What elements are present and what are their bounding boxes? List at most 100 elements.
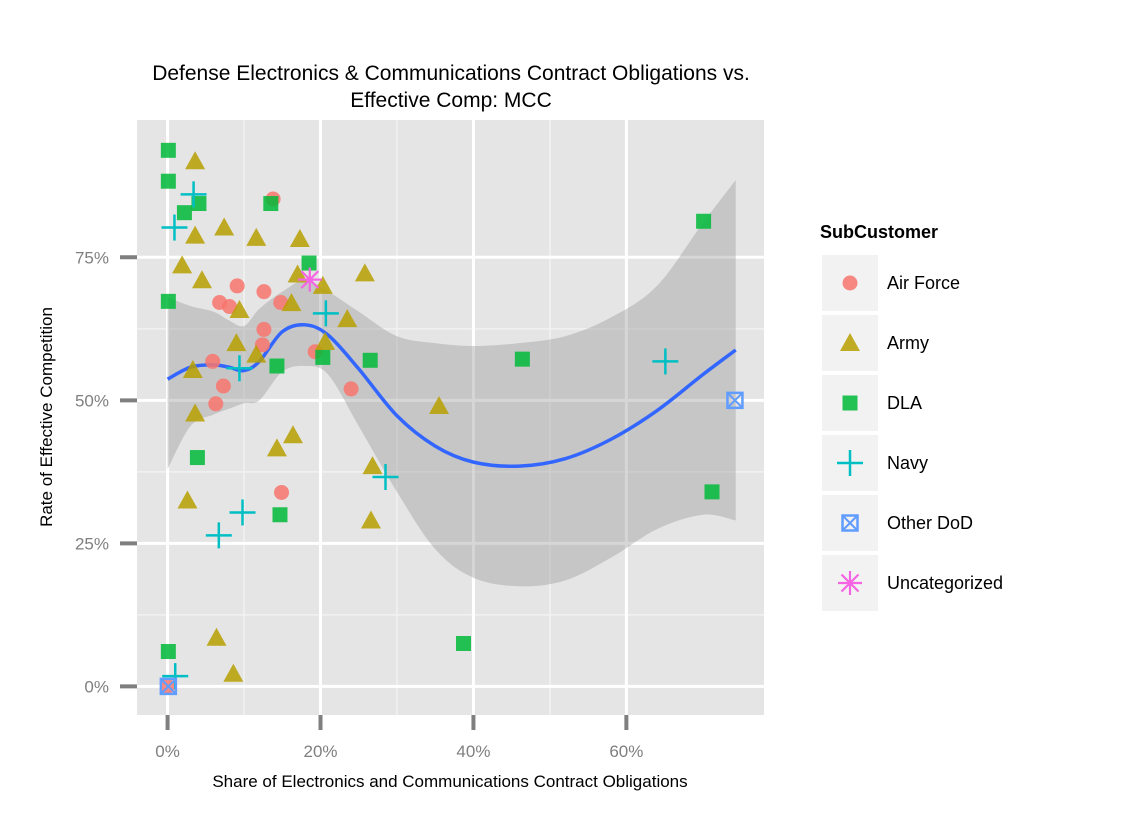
legend-key-other-dod [841, 514, 859, 532]
chart-title-line-1: Defense Electronics & Communications Con… [152, 62, 750, 85]
point-army [206, 627, 227, 646]
y-tick-label: 0% [84, 677, 109, 696]
plot-panel [137, 120, 764, 715]
legend-key-navy [837, 450, 863, 476]
point-dla [362, 352, 378, 368]
legend-item-navy: Navy [822, 435, 928, 491]
point-other-dod [159, 677, 178, 696]
point-army [337, 309, 358, 328]
point-air-force [229, 278, 245, 294]
legend-key-air-force [842, 275, 858, 291]
legend-item-other-dod: Other DoD [822, 495, 973, 551]
point-army [312, 275, 333, 294]
point-army [229, 299, 250, 318]
point-other-dod [726, 391, 744, 410]
point-uncategorized [297, 267, 322, 292]
point-dla [301, 255, 317, 271]
point-navy [652, 348, 679, 375]
legend-title: SubCustomer [820, 222, 938, 242]
point-dla [315, 349, 331, 365]
point-dla [160, 643, 176, 659]
y-tick-label: 75% [75, 248, 109, 267]
legend-key-army [840, 333, 860, 351]
point-dla [696, 213, 712, 229]
y-axis-title: Rate of Effective Competition [37, 307, 56, 527]
point-army [354, 263, 375, 282]
point-dla [189, 450, 205, 466]
point-dla [160, 293, 176, 309]
axis-ticks: 0% 20% 40% 60% 0% 25% 50% 75% [75, 248, 643, 761]
legend-label: Air Force [887, 273, 960, 293]
y-tick-label: 50% [75, 391, 109, 410]
chart-title-line-2: Effective Comp: MCC [350, 89, 552, 112]
point-air-force [215, 378, 231, 394]
point-dla [160, 173, 176, 189]
point-dla [704, 484, 720, 500]
legend-label: Navy [887, 453, 928, 473]
point-army [185, 403, 206, 422]
point-air-force [205, 353, 221, 369]
point-army [172, 255, 193, 274]
point-army [315, 331, 336, 350]
point-army [226, 333, 247, 352]
point-army [289, 229, 310, 247]
point-army [191, 270, 212, 289]
legend-item-dla: DLA [822, 375, 922, 431]
x-axis-title: Share of Electronics and Communications … [212, 772, 687, 791]
point-army [287, 264, 308, 283]
point-army [281, 293, 302, 312]
point-navy [372, 464, 399, 490]
point-air-force [254, 337, 270, 353]
x-tick-label: 20% [303, 742, 337, 761]
point-army [182, 360, 203, 379]
point-army [185, 225, 206, 244]
legend-item-uncategorized: Uncategorized [822, 555, 1003, 611]
point-army [360, 510, 381, 529]
point-dla [191, 196, 207, 212]
point-dla [263, 196, 279, 212]
point-dla [455, 635, 471, 651]
point-dla [269, 358, 285, 374]
point-navy [229, 499, 256, 526]
point-dla [272, 507, 288, 523]
point-air-force [274, 484, 290, 500]
legend-item-air-force: Air Force [822, 255, 960, 311]
legend-label: DLA [887, 393, 922, 413]
point-dla [160, 142, 176, 158]
point-air-force [256, 284, 272, 300]
points-layer [159, 142, 744, 696]
point-army [266, 438, 287, 457]
point-army [185, 151, 206, 170]
point-air-force [222, 299, 238, 315]
point-army [362, 456, 383, 475]
point-army [246, 344, 267, 363]
legend-key-dla [842, 395, 858, 411]
x-tick-label: 40% [456, 742, 490, 761]
point-navy [226, 355, 253, 382]
point-air-force [343, 381, 359, 397]
point-navy [312, 300, 339, 327]
x-tick-label: 60% [609, 742, 643, 761]
legend-label: Uncategorized [887, 573, 1003, 593]
legend-label: Army [887, 333, 929, 353]
point-navy [205, 522, 232, 549]
point-army [223, 663, 244, 682]
point-navy [180, 181, 207, 208]
point-air-force [256, 321, 272, 337]
y-tick-label: 25% [75, 534, 109, 553]
point-air-force [208, 396, 224, 412]
point-army [246, 227, 267, 246]
legend-item-army: Army [822, 315, 929, 371]
grid-major [137, 120, 764, 715]
legend-key-uncategorized [838, 571, 862, 595]
point-army [177, 490, 198, 509]
x-tick-label: 0% [155, 742, 180, 761]
point-army [429, 396, 450, 415]
point-army [214, 217, 235, 236]
point-dla [176, 205, 192, 221]
legend: Air Force Army DLA Navy Other DoD Uncategoriz… [822, 255, 1003, 611]
legend-label: Other DoD [887, 513, 973, 533]
point-army [282, 425, 303, 444]
point-navy [161, 214, 188, 241]
